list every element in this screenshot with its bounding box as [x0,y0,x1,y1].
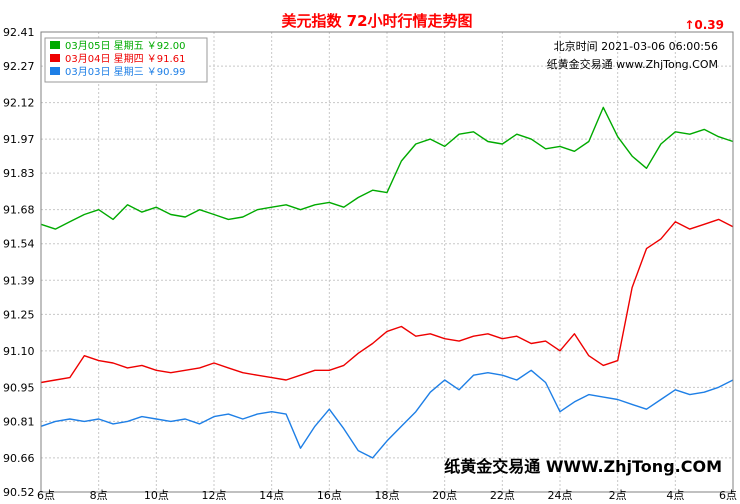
y-tick-label: 90.95 [3,381,35,394]
legend-swatch-1 [50,41,60,49]
chart-title: 美元指数 72小时行情走势图 [281,12,472,30]
legend-box [44,37,208,83]
series-layer [40,106,734,459]
site-label: 纸黄金交易通 www.ZhjTong.COM [547,57,718,71]
x-tick-label: 20点 [432,489,457,500]
y-tick-label: 90.81 [3,415,35,428]
y-axis-ticks: 92.41 92.27 92.12 91.97 91.83 91.68 91.54 91.39… [3,26,35,499]
legend-swatch-3 [50,67,60,75]
x-tick-label: 2点 [609,489,627,500]
x-axis-ticks: 6点 8点 10点 12点 14点 16点 18点 20点 22点 24点 2点 4点 6点 [37,489,737,502]
x-tick-label: 10点 [144,489,169,500]
y-tick-label: 91.83 [3,167,35,180]
x-tick-label: 18点 [375,489,400,500]
x-tick-label: 6点 [37,489,55,500]
legend-label-3: 03月03日 星期三 ￥90.99 [65,66,185,78]
time-label: 北京时间 2021-03-06 06:00:56 [554,39,718,53]
y-tick-label: 90.52 [3,486,35,499]
x-tick-label: 24点 [548,489,573,500]
legend-label-2: 03月04日 星期四 ￥91.61 [65,53,185,65]
y-tick-label: 91.39 [3,274,35,287]
watermark-text: 纸黄金交易通 WWW.ZhjTong.COM [444,457,722,476]
change-badge: ↑0.39 [684,18,724,32]
grid-layer [41,31,733,493]
y-tick-label: 91.10 [3,345,35,358]
series-line-3 [40,369,734,459]
series-line-2 [40,218,734,384]
y-tick-label: 91.97 [3,133,35,146]
x-tick-label: 14点 [259,489,284,500]
y-tick-label: 92.12 [3,97,35,110]
watermark-layer: 纸黄金交易通 WWW.ZhjTong.COM [444,457,722,476]
y-tick-label: 92.41 [3,26,35,39]
legend-swatch-2 [50,54,60,62]
y-tick-label: 91.68 [3,204,35,217]
y-tick-label: 91.25 [3,308,35,321]
series-line-1 [40,106,734,230]
plot-frame [40,31,734,493]
x-tick-label: 12点 [202,489,227,500]
x-tick-label: 8点 [90,489,108,500]
y-tick-label: 90.66 [3,452,35,465]
y-tick-label: 91.54 [3,238,35,251]
x-tick-label: 22点 [490,489,515,500]
legend-label-1: 03月05日 星期五 ￥92.00 [65,40,185,52]
x-tick-label: 6点 [719,489,737,500]
x-tick-label: 16点 [317,489,342,500]
x-tick-label: 4点 [666,489,684,500]
y-tick-label: 92.27 [3,60,35,73]
